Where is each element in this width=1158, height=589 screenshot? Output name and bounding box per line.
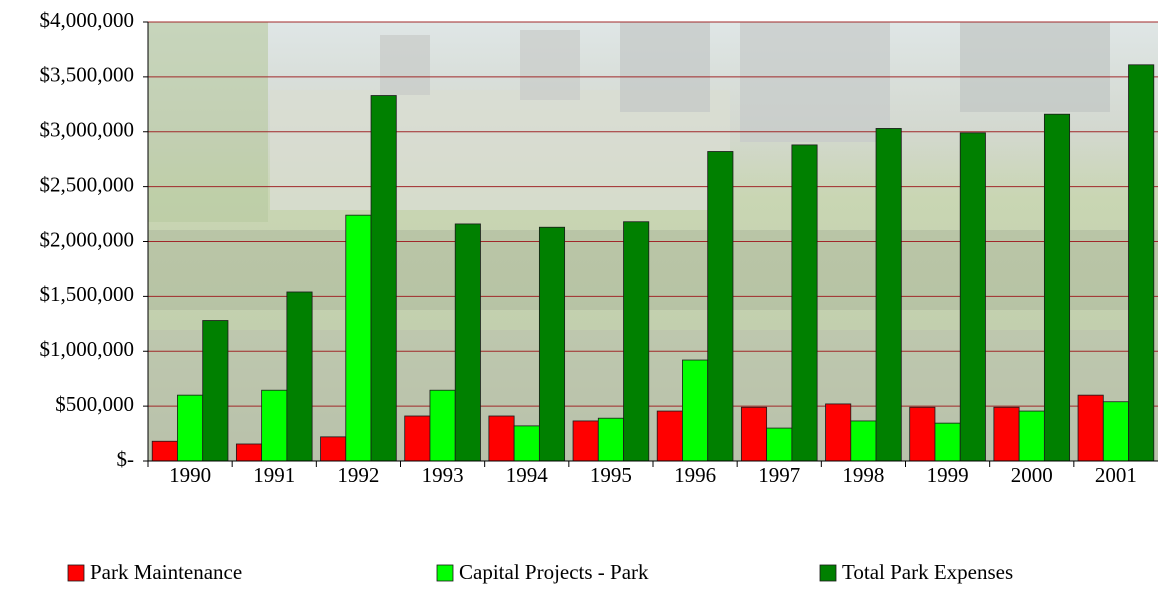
bar <box>539 227 564 461</box>
bar <box>657 411 682 461</box>
x-tick-label: 1998 <box>842 463 884 487</box>
bar <box>152 441 177 461</box>
bar <box>1129 65 1154 461</box>
x-tick-label: 1991 <box>253 463 295 487</box>
bar <box>1078 395 1103 461</box>
x-tick-label: 1996 <box>674 463 716 487</box>
bar <box>960 133 985 461</box>
bar <box>236 444 261 461</box>
bar <box>741 407 766 461</box>
y-tick-label: $1,000,000 <box>40 337 135 361</box>
bar <box>910 407 935 461</box>
y-tick-label: $3,500,000 <box>40 63 135 87</box>
legend-label: Total Park Expenses <box>842 560 1013 584</box>
bar <box>203 321 228 461</box>
bar <box>624 222 649 461</box>
chart: $- $500,000 $1,000,000 $1,500,000 $2,000,000… <box>0 0 1158 589</box>
y-tick-label: $3,000,000 <box>40 118 135 142</box>
bar <box>767 428 792 461</box>
legend-label: Capital Projects - Park <box>459 560 649 584</box>
bar <box>826 404 851 461</box>
legend-swatch <box>437 565 453 581</box>
bar <box>287 292 312 461</box>
y-tick-label: $2,000,000 <box>40 227 135 251</box>
x-tick-label: 1995 <box>590 463 632 487</box>
x-tick-label: 1994 <box>506 463 549 487</box>
legend-label: Park Maintenance <box>90 560 242 584</box>
legend-swatch <box>68 565 84 581</box>
y-tick-label: $2,500,000 <box>40 172 135 196</box>
bar <box>682 360 707 461</box>
bar <box>455 224 480 461</box>
y-tick-label: $500,000 <box>55 392 134 416</box>
bar <box>1103 402 1128 461</box>
bar <box>405 416 430 461</box>
bar <box>876 128 901 461</box>
legend-swatch <box>820 565 836 581</box>
bar <box>321 437 346 461</box>
x-tick-label: 1990 <box>169 463 211 487</box>
x-tick-label: 2001 <box>1095 463 1137 487</box>
bar <box>792 145 817 461</box>
bar <box>346 215 371 461</box>
bar <box>262 390 287 461</box>
x-tick-label: 1993 <box>422 463 464 487</box>
bar <box>1019 411 1044 461</box>
bar <box>708 152 733 461</box>
bar <box>573 421 598 461</box>
bar <box>1044 114 1069 461</box>
bar <box>489 416 514 461</box>
bar <box>851 421 876 461</box>
bar <box>371 96 396 461</box>
y-tick-label: $1,500,000 <box>40 282 135 306</box>
bar <box>935 423 960 461</box>
x-tick-label: 1999 <box>927 463 969 487</box>
x-tick-label: 2000 <box>1011 463 1053 487</box>
bar <box>514 426 539 461</box>
bar <box>994 407 1019 461</box>
y-tick-label: $- <box>117 447 135 471</box>
bar <box>177 395 202 461</box>
x-tick-label: 1997 <box>758 463 800 487</box>
y-tick-label: $4,000,000 <box>40 8 135 32</box>
x-tick-label: 1992 <box>337 463 379 487</box>
bar <box>598 418 623 461</box>
bar <box>430 390 455 461</box>
